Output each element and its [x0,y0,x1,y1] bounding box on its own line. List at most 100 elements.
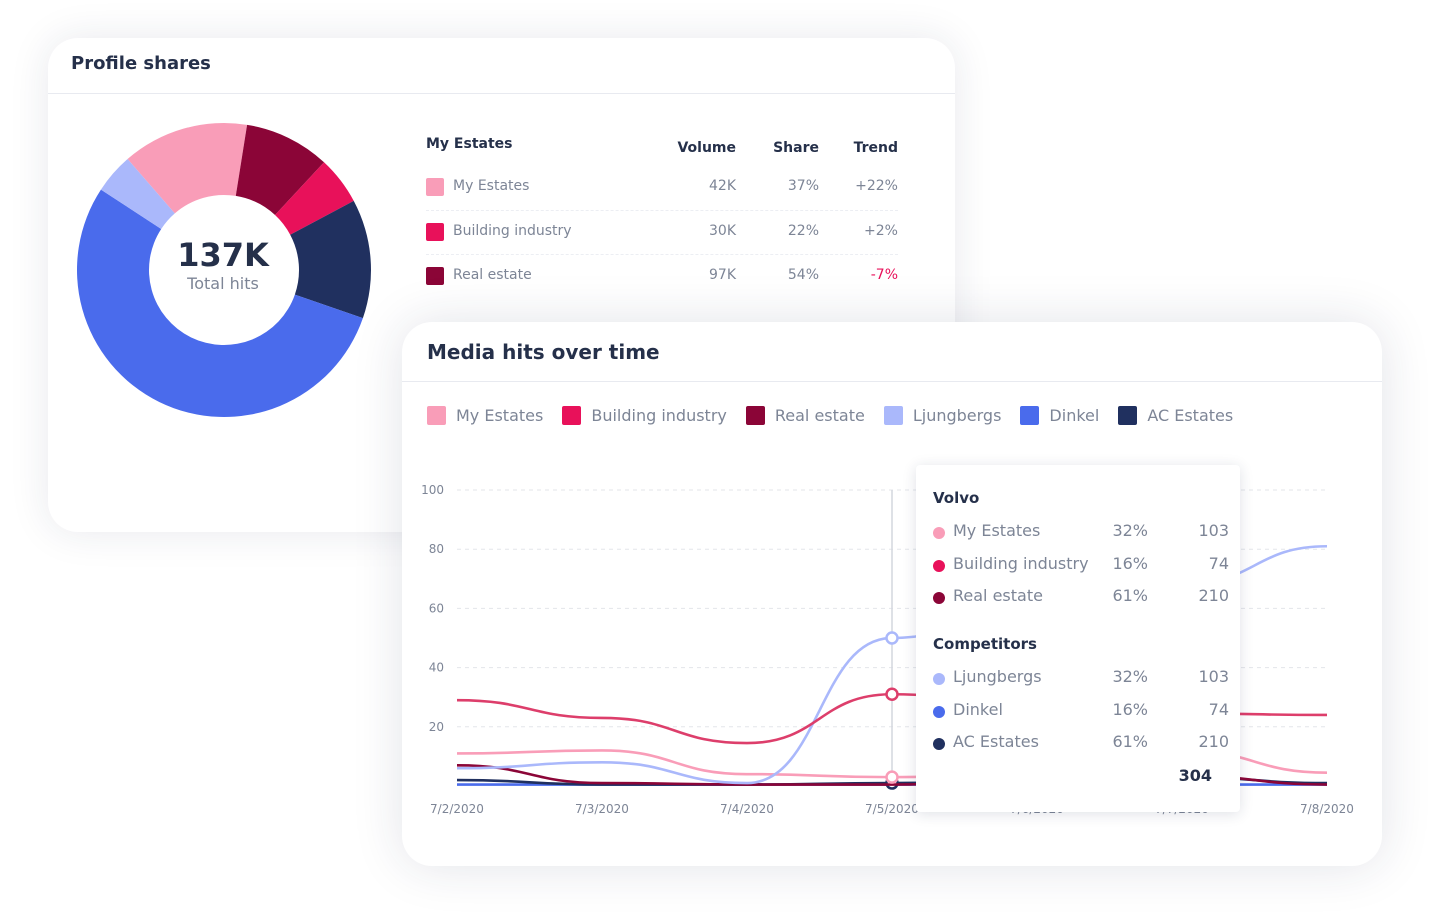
y-tick-label: 20 [429,720,444,734]
legend-item[interactable]: Real estate [745,406,865,425]
tooltip-series-pct: 16% [1112,699,1148,719]
x-tick-label: 7/5/2020 [865,802,919,816]
tooltip-total: 304 [1178,766,1212,785]
tooltip-series-name: My Estates [953,521,1041,540]
donut-slice[interactable] [127,123,248,214]
color-dot [933,559,945,572]
legend-label: Real estate [774,406,865,425]
divider [402,381,1382,382]
row-name: Real estate [453,267,532,283]
row-volume: 30K [709,223,736,239]
y-tick-label: 40 [429,661,444,675]
col-share: Share [773,140,819,156]
tooltip-group-title: Volvo [933,489,980,507]
tooltip-series-pct: 61% [1112,732,1148,752]
donut-center: 137K Total hits [148,236,298,293]
card-title: Profile shares [71,53,211,74]
tooltip-series-name: AC Estates [953,732,1039,752]
donut-chart [76,123,371,417]
x-tick-label: 7/8/2020 [1300,802,1354,816]
tooltip-row: AC Estates 61% 210 [933,732,1229,754]
legend-item[interactable]: Building industry [562,406,727,425]
row-trend: -7% [870,267,898,283]
tooltip-series-value: 103 [1198,521,1229,540]
row-name: My Estates [453,178,530,194]
table-header: My Estates Volume Share Trend [426,136,898,166]
legend-swatch [1118,406,1138,425]
color-dot [933,592,945,605]
card-title: Media hits over time [427,340,660,364]
color-swatch [426,223,444,241]
x-tick-label: 7/4/2020 [720,802,774,816]
y-tick-label: 60 [429,601,444,615]
tooltip-series-pct: 16% [1112,553,1148,573]
tooltip-series-value: 74 [1208,553,1229,573]
tooltip-row: Ljungbergs 32% 103 [933,667,1229,689]
donut-slice[interactable] [100,159,175,229]
row-share: 22% [787,223,819,239]
legend-item[interactable]: Dinkel [1020,406,1099,425]
legend-label: Ljungbergs [912,406,1002,425]
legend-label: My Estates [456,406,544,425]
row-trend: +2% [864,223,898,239]
y-tick-label: 100 [421,483,444,497]
donut-slice[interactable] [235,124,325,216]
color-dot [933,705,945,718]
table-row: My Estates 42K 37% +22% [426,166,898,210]
legend-swatch [745,406,765,425]
tooltip-group-title: Competitors [933,635,1037,653]
donut-slice[interactable] [275,162,354,235]
legend-label: Building industry [591,406,727,425]
row-name: Building industry [453,223,572,239]
y-tick-label: 80 [429,542,444,556]
legend-item[interactable]: Ljungbergs [883,406,1002,425]
shares-table: My Estates Volume Share Trend My Estates… [426,136,898,298]
tooltip-series-pct: 32% [1112,667,1148,686]
tooltip-series-pct: 61% [1112,586,1148,606]
donut-slice[interactable] [290,200,371,319]
tooltip-row: Building industry 16% 74 [933,553,1229,576]
table-row: Real estate 97K 54% -7% [426,254,898,298]
color-dot [933,527,945,539]
color-swatch [426,267,444,285]
row-volume: 42K [709,178,736,194]
tooltip-row: My Estates 32% 103 [933,521,1229,543]
row-share: 54% [787,267,819,283]
legend-swatch [1020,406,1040,425]
legend-label: Dinkel [1049,406,1100,425]
chart-legend: My Estates Building industry Real estate Lj… [427,406,1252,425]
tooltip-series-name: Building industry [953,553,1089,573]
legend-swatch [562,406,582,425]
chart-tooltip: Volvo Competitors 304 My Estates 32% 103 Bu… [916,465,1240,812]
col-trend: Trend [853,140,898,156]
row-share: 37% [787,178,819,194]
color-dot [933,738,945,751]
x-tick-label: 7/2/2020 [430,802,484,816]
tooltip-series-value: 210 [1198,732,1229,752]
tooltip-series-value: 210 [1198,586,1229,606]
data-point [885,770,899,784]
legend-item[interactable]: AC Estates [1118,406,1233,425]
data-point [885,631,899,645]
donut-slice[interactable] [76,189,363,417]
tooltip-series-name: Ljungbergs [953,667,1042,686]
legend-label: AC Estates [1147,406,1234,425]
tooltip-series-pct: 32% [1112,521,1148,540]
donut-total-value: 137K [177,236,269,274]
tooltip-series-name: Real estate [953,586,1043,606]
legend-swatch [427,406,446,425]
media-hits-card: 20 40 60 80 100 7/2/2020 7/3/2020 7/4/2020 7/5/2… [402,322,1382,866]
tooltip-row: Dinkel 16% 74 [933,699,1229,722]
data-point [885,687,899,701]
divider [48,93,955,94]
col-volume: Volume [677,140,736,156]
tooltip-row: Real estate 61% 210 [933,586,1229,608]
legend-swatch [883,406,903,425]
tooltip-series-value: 103 [1198,667,1229,686]
row-trend: +22% [855,178,898,194]
row-volume: 97K [709,267,736,283]
tooltip-series-name: Dinkel [953,699,1003,719]
x-tick-label: 7/3/2020 [575,802,629,816]
table-row: Building industry 30K 22% +2% [426,210,898,254]
legend-item[interactable]: My Estates [427,406,543,425]
